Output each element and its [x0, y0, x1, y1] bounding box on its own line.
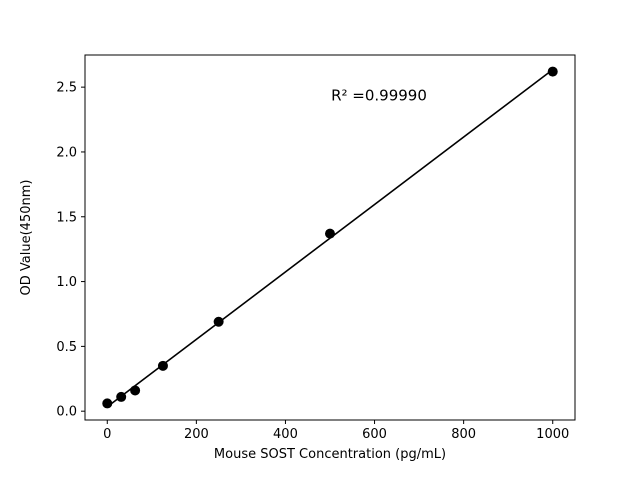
data-point [325, 228, 335, 239]
x-tick-label: 400 [273, 427, 298, 442]
x-axis-label: Mouse SOST Concentration (pg/mL) [214, 447, 446, 462]
x-tick-label: 200 [184, 427, 209, 442]
x-tick-label: 0 [103, 427, 111, 442]
data-point [547, 66, 558, 77]
y-tick-label: 2.0 [56, 145, 77, 160]
data-point [116, 391, 127, 402]
data-point [130, 385, 141, 396]
x-tick-label: 1000 [536, 427, 569, 442]
data-point [102, 398, 113, 409]
data-point [213, 316, 224, 327]
y-tick-label: 1.0 [56, 275, 77, 290]
plot-border [84, 54, 576, 421]
y-tick-label: 2.5 [56, 81, 77, 96]
y-tick-label: 1.5 [56, 210, 77, 225]
y-tick-label: 0.0 [56, 405, 77, 420]
r-squared-annotation: R² =0.99990 [331, 87, 427, 105]
x-tick-label: 800 [451, 427, 476, 442]
data-point [157, 360, 168, 371]
x-tick-label: 600 [362, 427, 387, 442]
y-tick-label: 0.5 [56, 340, 77, 355]
y-axis-label: OD Value(450nm) [19, 180, 34, 296]
